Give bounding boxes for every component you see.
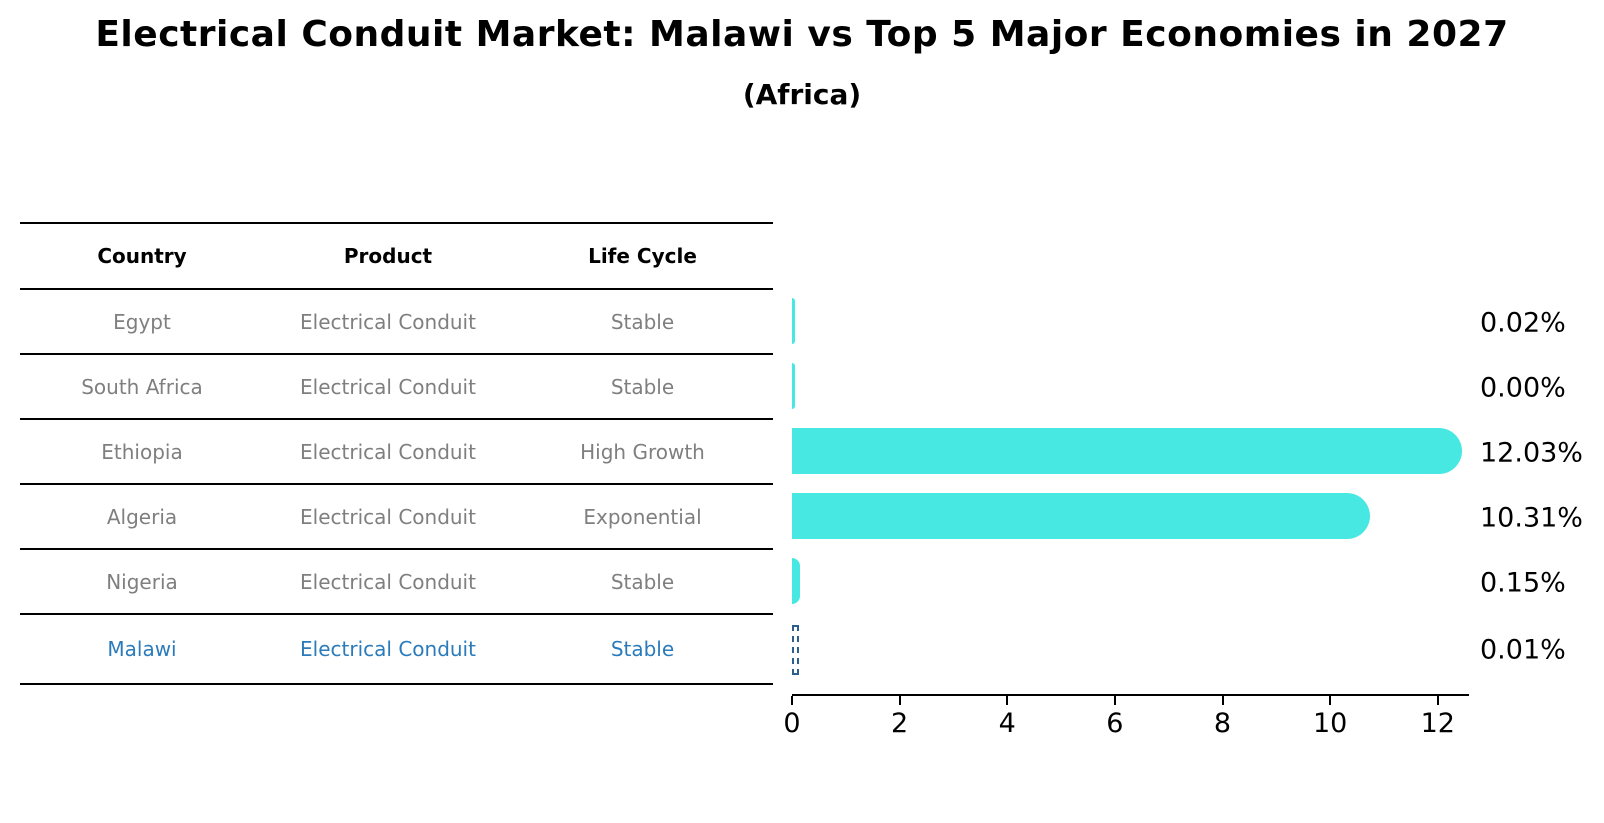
product-cell: Electrical Conduit: [300, 504, 476, 529]
x-tick-mark: [1113, 696, 1116, 705]
product-cell: Electrical Conduit: [300, 374, 476, 399]
product-cell: Electrical Conduit: [300, 309, 476, 334]
x-tick-label: 10: [1312, 708, 1348, 739]
x-axis-line: [792, 694, 1469, 696]
x-tick-label: 6: [1106, 708, 1124, 739]
table-header-row: Country Product Life Cycle: [20, 224, 773, 290]
table-row-ethiopia: Ethiopia Electrical Conduit High Growth: [20, 420, 773, 485]
table-row-south-africa: South Africa Electrical Conduit Stable: [20, 355, 773, 420]
x-tick-label: 8: [1213, 708, 1232, 739]
life-cycle-cell: High Growth: [580, 439, 705, 464]
life-cycle-cell: Exponential: [583, 504, 702, 529]
life-cycle-cell: Stable: [610, 637, 675, 661]
column-header-country: Country: [97, 244, 187, 268]
table-row-malawi: Malawi Electrical Conduit Stable: [20, 615, 773, 685]
bar-ethiopia: [792, 427, 1463, 474]
country-cell: Ethiopia: [101, 439, 183, 464]
value-label-egypt: 0.02%: [1480, 307, 1566, 338]
table-row-algeria: Algeria Electrical Conduit Exponential: [20, 485, 773, 550]
table-row-nigeria: Nigeria Electrical Conduit Stable: [20, 550, 773, 615]
country-cell: Nigeria: [106, 569, 178, 594]
chart-subtitle: (Africa): [742, 78, 862, 111]
value-label-algeria: 10.31%: [1480, 502, 1583, 533]
x-tick-mark: [791, 696, 793, 705]
country-cell: Malawi: [107, 637, 177, 661]
country-cell: Algeria: [106, 504, 178, 529]
table-row-egypt: Egypt Electrical Conduit Stable: [20, 290, 773, 355]
life-cycle-cell: Stable: [610, 309, 675, 334]
x-tick-mark: [1006, 696, 1009, 705]
x-tick-mark: [1221, 696, 1224, 705]
x-tick-mark: [1436, 696, 1439, 705]
x-tick-label: 0: [783, 708, 801, 739]
product-cell: Electrical Conduit: [300, 637, 476, 661]
column-header-life-cycle: Life Cycle: [588, 244, 697, 268]
value-label-ethiopia: 12.03%: [1480, 437, 1583, 468]
x-tick-label: 12: [1420, 708, 1455, 739]
bar-nigeria: [792, 557, 801, 604]
value-label-nigeria: 0.15%: [1480, 567, 1566, 598]
country-cell: South Africa: [81, 374, 203, 399]
country-cell: Egypt: [113, 309, 171, 334]
value-label-malawi: 0.01%: [1480, 634, 1566, 666]
product-cell: Electrical Conduit: [300, 439, 476, 464]
product-cell: Electrical Conduit: [300, 569, 476, 594]
chart-title: Electrical Conduit Market: Malawi vs Top…: [95, 14, 1509, 55]
x-tick-label: 4: [998, 708, 1016, 739]
life-cycle-cell: Stable: [610, 569, 675, 594]
column-header-product: Product: [343, 244, 433, 268]
x-tick-mark: [1329, 696, 1332, 705]
value-label-south-africa: 0.00%: [1480, 372, 1566, 403]
bar-algeria: [792, 492, 1370, 539]
bar-egypt: [792, 297, 795, 344]
life-cycle-cell: Stable: [610, 374, 675, 399]
x-tick-label: 2: [891, 708, 909, 739]
country-info-table: Country Product Life Cycle Egypt Electri…: [20, 222, 773, 685]
x-tick-mark: [898, 696, 901, 705]
bar-malawi-dashed: [792, 625, 799, 675]
bar-south-africa: [792, 362, 795, 409]
